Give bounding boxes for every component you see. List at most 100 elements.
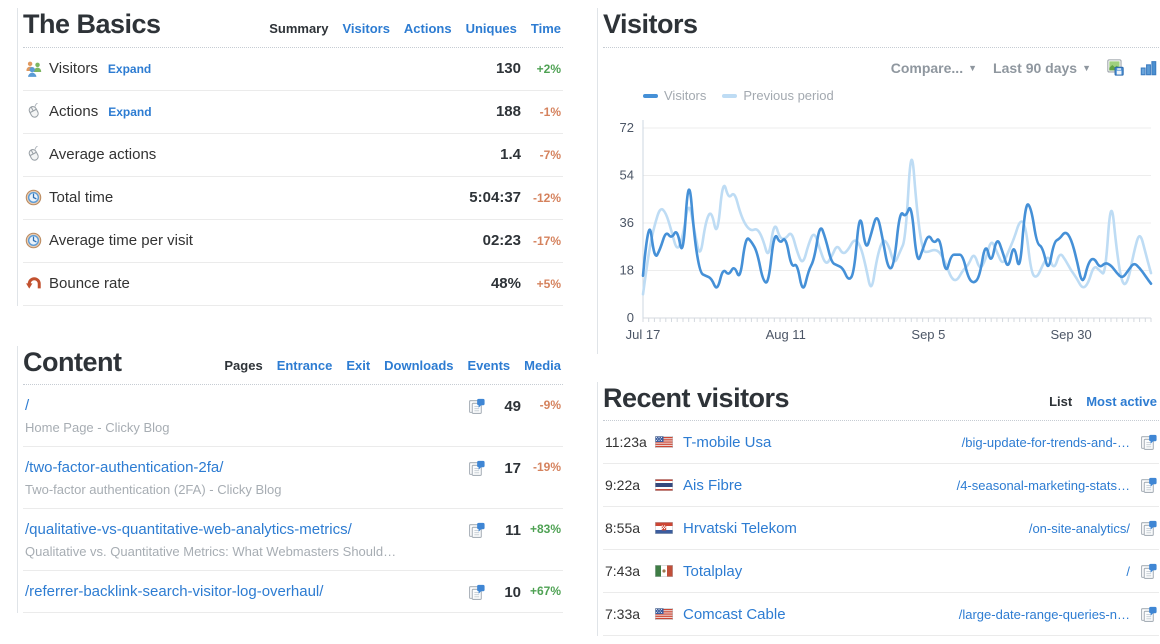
tab-visitors[interactable]: Visitors [342,20,390,36]
metric-change: +2% [536,61,561,76]
metric-value: 02:23 [482,232,521,250]
expand-link[interactable]: Expand [107,61,152,76]
pages-icon[interactable] [1140,477,1157,494]
page-value: 17 [504,460,521,478]
metric-value: 1.4 [500,146,521,164]
page-link[interactable]: / [25,397,30,415]
country-flag-mx [655,565,673,578]
content-title: Content [23,346,122,377]
tab-entrance[interactable]: Entrance [276,358,333,374]
mouse-icon [25,103,42,120]
tab-pages[interactable]: Pages [224,358,263,374]
tab-actions[interactable]: Actions [403,20,452,36]
metric-change: -12% [532,190,561,205]
recent-header: Recent visitors List Most active [603,382,1159,422]
visited-page-link[interactable]: /big-update-for-trends-and-… [961,434,1130,450]
visit-time: 9:22a [605,477,641,494]
page-link[interactable]: /two-factor-authentication-2fa/ [25,459,224,477]
tab-time[interactable]: Time [530,20,561,36]
recent-tabs: List Most active [1049,394,1157,409]
basics-row: Total time 5:04:37 -12% [23,177,563,220]
visitors-chart-panel: Visitors Compare... ▼ Last 90 days ▼ Vis… [597,8,1159,354]
pages-icon[interactable] [468,460,485,477]
basics-header: The Basics Summary Visitors Actions Uniques… [23,8,563,48]
metric-value: 5:04:37 [469,189,521,207]
pages-icon[interactable] [1140,520,1157,537]
content-row: / Home Page - Clicky Blog 49 -9% [23,385,563,448]
compare-dropdown[interactable]: Compare... ▼ [891,60,977,76]
visit-time: 8:55a [605,520,641,537]
content-row: /qualitative-vs-quantitative-web-analyti… [23,509,563,572]
bounce-icon [25,275,42,292]
page-change: +67% [529,584,561,599]
tab-summary[interactable]: Summary [269,20,329,36]
visited-page-link[interactable]: /large-date-range-queries-n… [958,606,1130,622]
tab-media[interactable]: Media [524,358,561,374]
visitors-header: Visitors [603,8,1159,48]
visitor-isp-link[interactable]: T-mobile Usa [683,433,772,451]
svg-text:72: 72 [620,120,634,135]
tab-exit[interactable]: Exit [346,358,371,374]
pages-icon[interactable] [1140,563,1157,580]
chevron-down-icon: ▼ [968,62,978,73]
visitor-isp-link[interactable]: Comcast Cable [683,605,786,623]
basics-rows: Visitors Expand 130 +2% Actions Expand 188 -1% A… [23,48,563,306]
bar-chart-icon[interactable] [1140,59,1157,76]
metric-value: 48% [490,275,521,293]
content-tabs: Pages Entrance Exit Downloads Events Media [224,358,561,373]
country-flag-th [655,479,673,492]
legend-label: Previous period [743,88,834,104]
svg-text:36: 36 [620,215,634,230]
metric-label: Visitors [49,60,98,78]
metric-value: 130 [495,60,521,78]
country-flag-hr [655,522,673,535]
metric-label: Average time per visit [49,232,193,250]
pages-icon[interactable] [1140,606,1157,623]
pages-icon[interactable] [1140,434,1157,451]
page-subtitle: Two-factor authentication (2FA) - Clicky… [25,482,282,498]
recent-rows: 11:23a T-mobile Usa/big-update-for-trends… [603,421,1159,637]
metric-change: -17% [532,233,561,248]
visitors-line-chart: 0 18 36 54 72 Jul 17 Aug 11 Sep 5 Sep 30 [620,119,1153,342]
metric-label: Average actions [49,146,157,164]
page-subtitle: Home Page - Clicky Blog [25,420,170,436]
recent-visitors-panel: Recent visitors List Most active 11:23a T-… [597,381,1159,637]
tab-most-active[interactable]: Most active [1086,394,1157,410]
legend-item: Previous period [722,88,834,104]
basics-row: Average actions 1.4 -7% [23,134,563,177]
content-panel: Content Pages Entrance Exit Downloads Events… [17,345,563,614]
visited-page-link[interactable]: / [1126,563,1130,579]
pages-icon[interactable] [468,584,485,601]
basics-row: Average time per visit 02:23 -17% [23,220,563,263]
legend-label: Visitors [664,88,707,104]
basics-row: Bounce rate 48% +5% [23,263,563,306]
metric-label: Total time [49,189,114,207]
svg-text:18: 18 [620,262,634,277]
recent-visitor-row: 11:23a T-mobile Usa/big-update-for-trends… [603,421,1159,465]
page-link[interactable]: /qualitative-vs-quantitative-web-analyti… [25,521,352,539]
tab-list[interactable]: List [1049,394,1073,410]
svg-text:Jul 17: Jul 17 [626,327,661,342]
page-link[interactable]: /referrer-backlink-search-visitor-log-ov… [25,583,324,601]
visitor-isp-link[interactable]: Ais Fibre [683,476,743,494]
recent-visitor-row: 9:22a Ais Fibre/4-seasonal-marketing-stat… [603,464,1159,508]
compare-dropdown-label: Compare... [890,59,964,76]
page-value: 10 [504,584,521,602]
expand-link[interactable]: Expand [108,104,152,119]
export-image-icon[interactable] [1107,59,1124,76]
tab-uniques[interactable]: Uniques [465,20,517,36]
visitor-isp-link[interactable]: Totalplay [683,562,743,580]
visited-page-link[interactable]: /4-seasonal-marketing-stats… [956,477,1130,493]
visited-page-link[interactable]: /on-site-analytics/ [1028,520,1130,536]
date-range-label: Last 90 days [993,59,1078,76]
tab-downloads[interactable]: Downloads [384,358,454,374]
recent-visitor-row: 7:43a Totalplay / [603,550,1159,594]
pages-icon[interactable] [468,522,485,539]
clock-icon [25,232,42,249]
pages-icon[interactable] [468,398,485,415]
mouse-icon [25,146,42,163]
recent-title: Recent visitors [603,382,790,413]
visitor-isp-link[interactable]: Hrvatski Telekom [683,519,797,537]
date-range-dropdown[interactable]: Last 90 days ▼ [993,60,1091,76]
tab-events[interactable]: Events [467,358,511,374]
